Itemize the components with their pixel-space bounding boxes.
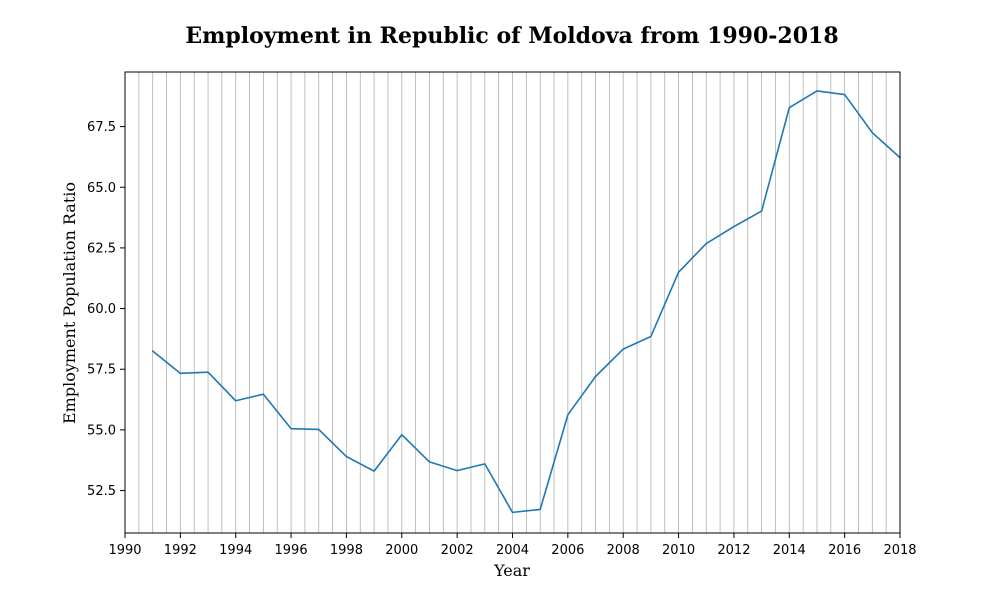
data-point <box>178 371 182 375</box>
data-point <box>815 89 819 93</box>
x-tick-label: 1994 <box>219 543 252 558</box>
data-point <box>621 347 625 351</box>
x-tick-label: 2010 <box>662 543 695 558</box>
x-axis-ticks: 1990 1992 1994 1996 1998 2000 2002 2004 2006 2008… <box>108 533 917 558</box>
x-tick-label: 2008 <box>607 543 640 558</box>
data-point <box>704 242 708 246</box>
data-point <box>538 507 542 511</box>
plot-frame <box>124 71 901 534</box>
x-tick-label: 2006 <box>551 543 584 558</box>
x-tick-label: 1996 <box>275 543 308 558</box>
data-point <box>317 427 321 431</box>
y-tick-label: 52.5 <box>87 484 116 499</box>
x-tick-label: 2018 <box>883 543 916 558</box>
x-tick-label: 2014 <box>773 543 806 558</box>
y-tick-label: 65.0 <box>87 181 116 196</box>
data-point <box>400 433 404 437</box>
data-point <box>649 334 653 338</box>
y-tick-label: 57.5 <box>87 363 116 378</box>
series-line-employment-ratio <box>151 90 901 514</box>
data-point <box>511 510 515 514</box>
grid-lines <box>138 72 887 533</box>
y-axis-label: Employment Population Ratio <box>60 182 79 424</box>
data-point <box>677 270 681 274</box>
y-tick-label: 55.0 <box>87 423 116 438</box>
x-tick-label: 1998 <box>330 543 363 558</box>
data-point <box>566 413 570 417</box>
data-point <box>289 427 293 431</box>
data-point <box>760 209 764 213</box>
data-point <box>594 375 598 379</box>
data-point <box>427 460 431 464</box>
data-point <box>843 93 847 97</box>
data-point <box>151 349 155 353</box>
data-point <box>234 399 238 403</box>
data-point <box>206 370 210 374</box>
y-tick-label: 67.5 <box>87 120 116 135</box>
chart-title: Employment in Republic of Moldova from 1… <box>185 23 838 49</box>
x-tick-label: 2012 <box>717 543 750 558</box>
data-point <box>344 455 348 459</box>
data-point <box>455 469 459 473</box>
y-tick-label: 62.5 <box>87 241 116 256</box>
data-point <box>870 131 874 135</box>
x-tick-label: 1992 <box>164 543 197 558</box>
data-point <box>372 469 376 473</box>
data-point <box>787 106 791 110</box>
x-tick-label: 2004 <box>496 543 529 558</box>
x-tick-label: 1990 <box>108 543 141 558</box>
x-tick-label: 2000 <box>385 543 418 558</box>
x-tick-label: 2016 <box>828 543 861 558</box>
y-axis-ticks: 52.5 55.0 57.5 60.0 62.5 65.0 67.5 <box>87 120 125 499</box>
data-point <box>732 225 736 229</box>
y-tick-label: 60.0 <box>87 302 116 317</box>
data-point <box>261 392 265 396</box>
x-axis-label: Year <box>493 561 530 580</box>
x-tick-label: 2002 <box>441 543 474 558</box>
data-point <box>483 462 487 466</box>
